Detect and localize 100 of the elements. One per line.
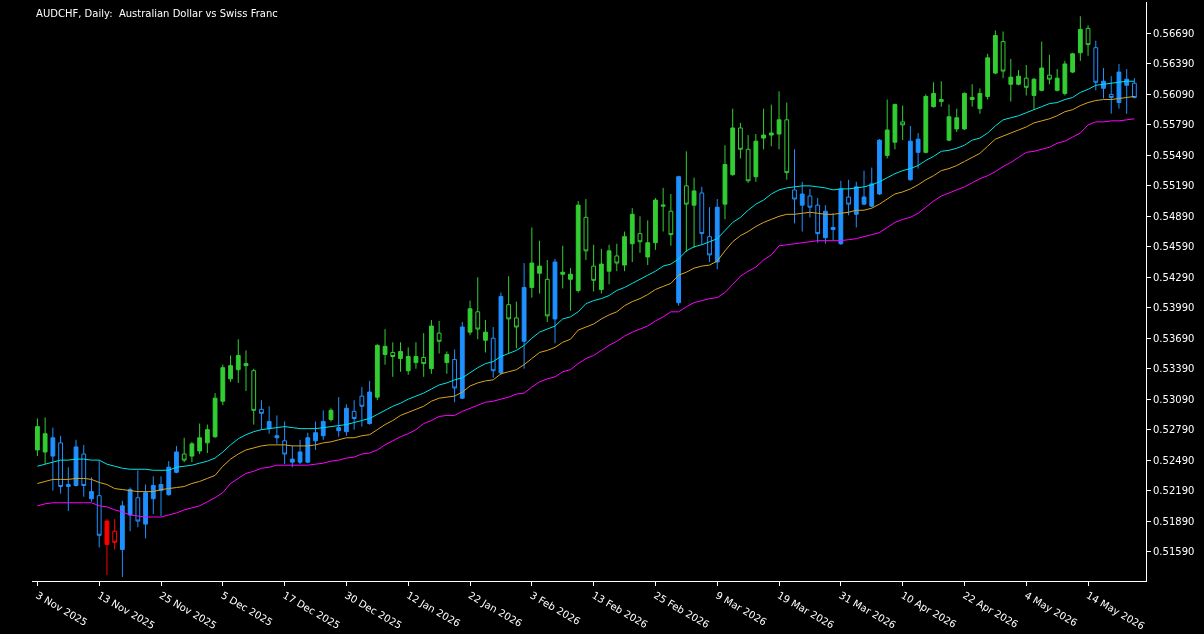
candlestick bbox=[946, 104, 952, 142]
candlestick bbox=[197, 423, 203, 455]
candlestick bbox=[359, 386, 365, 428]
candlestick bbox=[421, 332, 427, 378]
candlestick bbox=[58, 435, 63, 495]
candlestick bbox=[699, 186, 705, 246]
candlestick bbox=[1062, 60, 1068, 96]
candlestick bbox=[591, 244, 597, 292]
candlestick bbox=[931, 81, 936, 109]
candlestick bbox=[143, 484, 148, 539]
candlestick bbox=[815, 197, 821, 244]
candlestick bbox=[853, 181, 859, 229]
candlestick bbox=[35, 417, 40, 457]
candlestick bbox=[212, 392, 218, 439]
candlestick bbox=[1023, 64, 1029, 96]
y-tick-label: 0.51590 bbox=[1153, 546, 1195, 558]
candlestick bbox=[823, 204, 828, 245]
candlestick bbox=[305, 432, 311, 464]
candlestick bbox=[158, 475, 164, 517]
candlestick bbox=[429, 319, 434, 375]
x-tick-label: 30 Dec 2025 bbox=[342, 589, 404, 632]
x-tick-label: 22 Jan 2026 bbox=[466, 589, 524, 630]
candlestick bbox=[653, 197, 658, 251]
candlestick bbox=[251, 368, 257, 426]
candlestick bbox=[1085, 24, 1091, 57]
candlestick bbox=[513, 301, 519, 349]
candlestick bbox=[1132, 77, 1137, 99]
candlestick bbox=[243, 349, 249, 392]
y-tick-label: 0.55790 bbox=[1153, 119, 1195, 131]
candlestick bbox=[73, 439, 79, 488]
y-tick-label: 0.54290 bbox=[1153, 271, 1195, 283]
candlestick bbox=[181, 437, 187, 463]
candlestick bbox=[436, 320, 442, 354]
candlestick bbox=[174, 445, 179, 474]
candlestick bbox=[846, 179, 851, 216]
y-tick-label: 0.53690 bbox=[1153, 332, 1195, 344]
x-tick-label: 19 Mar 2026 bbox=[775, 589, 836, 631]
candlestick bbox=[714, 198, 720, 270]
candlestick bbox=[738, 122, 743, 159]
candlestick bbox=[645, 219, 651, 266]
candlestick bbox=[900, 105, 906, 141]
candlestick bbox=[81, 444, 87, 498]
candlestick bbox=[575, 200, 581, 294]
candlestick bbox=[529, 227, 535, 299]
candlestick bbox=[521, 262, 527, 370]
candlestick bbox=[776, 90, 782, 150]
candlestick bbox=[1039, 41, 1045, 92]
candlestick bbox=[374, 343, 380, 401]
candlestick bbox=[1031, 77, 1037, 111]
candlestick bbox=[119, 500, 125, 578]
candlestick bbox=[544, 259, 550, 323]
x-tick-label: 10 Apr 2026 bbox=[899, 589, 959, 630]
candlestick bbox=[807, 188, 813, 218]
candlestick bbox=[838, 180, 844, 246]
candlestick bbox=[1108, 75, 1114, 115]
candlestick bbox=[629, 207, 635, 263]
candlestick bbox=[328, 407, 334, 423]
x-tick-label: 31 Mar 2026 bbox=[837, 589, 898, 631]
candlestick bbox=[89, 476, 94, 503]
candlestick bbox=[112, 518, 118, 551]
candlestick bbox=[506, 275, 512, 354]
x-tick-label: 17 Dec 2025 bbox=[281, 589, 342, 632]
candlestick bbox=[606, 244, 612, 285]
candlestick bbox=[962, 91, 967, 131]
candlestick bbox=[637, 215, 643, 254]
candlestick bbox=[382, 328, 388, 366]
candlestick bbox=[583, 198, 589, 261]
candlestick bbox=[1124, 68, 1130, 115]
candlestick bbox=[390, 341, 396, 378]
candlestick bbox=[498, 292, 504, 376]
x-tick-label: 3 Feb 2026 bbox=[528, 589, 583, 627]
candlestick bbox=[668, 193, 674, 247]
y-tick-label: 0.56690 bbox=[1153, 27, 1195, 39]
candlestick bbox=[336, 396, 342, 438]
candlestick bbox=[1008, 58, 1014, 103]
candlestick bbox=[297, 439, 303, 465]
candlestick bbox=[266, 405, 272, 435]
x-tick-label: 22 Apr 2026 bbox=[960, 589, 1021, 630]
y-tick-label: 0.56090 bbox=[1153, 88, 1195, 100]
y-tick-label: 0.53390 bbox=[1153, 363, 1195, 375]
candlestick bbox=[65, 466, 71, 512]
candlestick bbox=[413, 341, 419, 370]
candlestick bbox=[135, 469, 141, 528]
candlestick bbox=[1016, 69, 1021, 86]
candlestick bbox=[1070, 52, 1075, 74]
y-tick-label: 0.52490 bbox=[1153, 454, 1195, 466]
candlestick bbox=[274, 414, 280, 445]
candlestick bbox=[622, 231, 627, 272]
candlestick bbox=[676, 175, 682, 307]
candlestick bbox=[1077, 15, 1083, 62]
candlestick bbox=[42, 416, 48, 465]
y-tick-label: 0.55190 bbox=[1153, 180, 1195, 192]
candlestick bbox=[861, 170, 867, 206]
candlestick bbox=[259, 399, 264, 431]
candlestick bbox=[560, 245, 566, 289]
candlestick bbox=[204, 424, 210, 454]
candlestick bbox=[150, 475, 156, 515]
candlestick bbox=[907, 125, 913, 182]
candlestick bbox=[282, 421, 288, 465]
y-tick-label: 0.54890 bbox=[1153, 210, 1195, 222]
